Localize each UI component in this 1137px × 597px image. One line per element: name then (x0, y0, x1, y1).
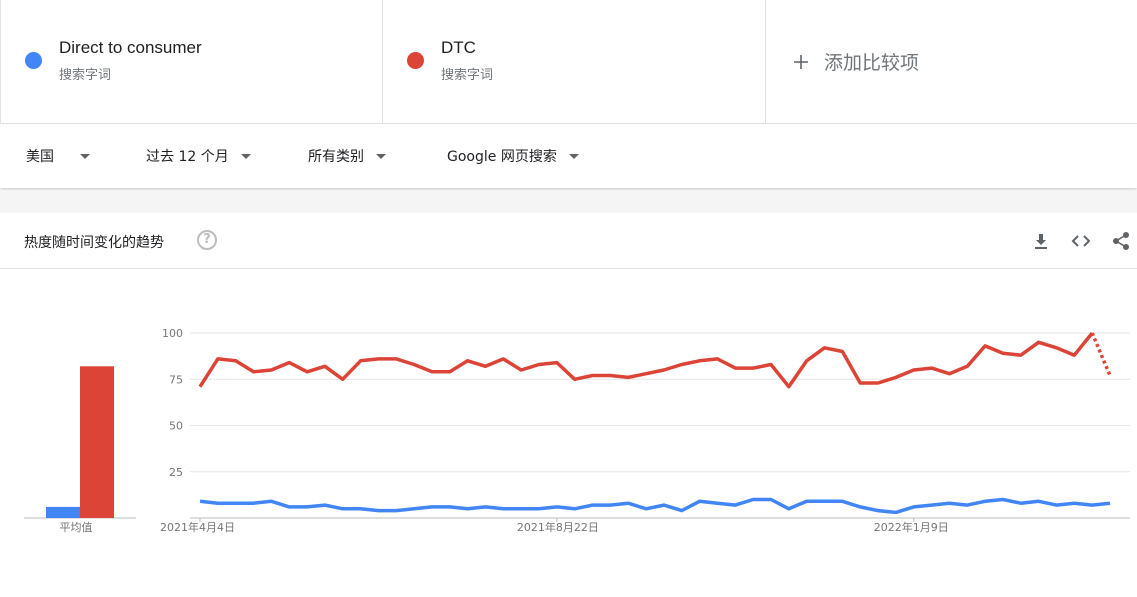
series-color-dot (407, 52, 424, 69)
average-bar-1 (46, 506, 80, 518)
series-color-dot (25, 52, 42, 69)
term-type: 搜索字词 (441, 68, 494, 83)
x-tick-label: 2021年4月4日 (160, 520, 235, 534)
term-name[interactable]: Direct to consumer (59, 38, 202, 57)
category-dropdown[interactable]: 所有类别 (308, 146, 386, 166)
interest-over-time-chart[interactable]: 25 50 75 100 2021年4月4日 2021年8月22日 2022年1月9日 平均值 (0, 269, 1137, 569)
add-comparison-label: 添加比较项 (824, 52, 920, 74)
y-tick-label: 50 (169, 420, 183, 433)
x-tick-label: 2022年1月9日 (874, 520, 949, 534)
help-icon[interactable]: ? (197, 230, 217, 250)
dropdown-arrow-icon (80, 153, 90, 159)
average-bar-2 (80, 366, 114, 518)
dropdown-arrow-icon (568, 153, 579, 159)
series-line-2 (198, 331, 1094, 389)
share-icon[interactable] (1110, 230, 1132, 252)
section-divider (0, 190, 1137, 213)
series-partial-segment (1090, 332, 1112, 377)
term-name[interactable]: DTC (441, 38, 476, 57)
category-value: 所有类别 (308, 149, 364, 165)
region-dropdown[interactable]: 美国 (26, 146, 90, 166)
download-icon[interactable] (1030, 230, 1052, 252)
term-type: 搜索字词 (59, 68, 112, 83)
term-card-1[interactable]: Direct to consumer 搜索字词 (0, 0, 383, 124)
dropdown-arrow-icon (376, 153, 386, 159)
region-value: 美国 (26, 149, 54, 165)
embed-icon[interactable] (1070, 230, 1092, 252)
y-tick-label: 75 (169, 373, 183, 386)
series-line-1 (199, 497, 1111, 515)
y-tick-label: 25 (169, 466, 183, 479)
average-label: 平均值 (60, 521, 93, 534)
dropdown-arrow-icon (240, 153, 251, 159)
search-type-dropdown[interactable]: Google 网页搜索 (447, 146, 579, 166)
search-terms-bar: Direct to consumer 搜索字词 DTC 搜索字词 添加比较项 (0, 0, 1137, 124)
term-card-2[interactable]: DTC 搜索字词 (383, 0, 766, 124)
time-range-dropdown[interactable]: 过去 12 个月 (146, 146, 251, 166)
x-tick-label: 2021年8月22日 (517, 520, 599, 534)
add-comparison-button[interactable]: 添加比较项 (766, 0, 1137, 124)
filter-bar: 美国 过去 12 个月 所有类别 Google 网页搜索 (0, 124, 1137, 188)
plus-icon (794, 54, 808, 69)
card-title: 热度随时间变化的趋势 (24, 235, 164, 251)
y-tick-label: 100 (162, 327, 183, 340)
time-range-value: 过去 12 个月 (146, 149, 229, 165)
interest-over-time-header: 热度随时间变化的趋势 ? (0, 213, 1137, 269)
search-type-value: Google 网页搜索 (447, 149, 557, 165)
